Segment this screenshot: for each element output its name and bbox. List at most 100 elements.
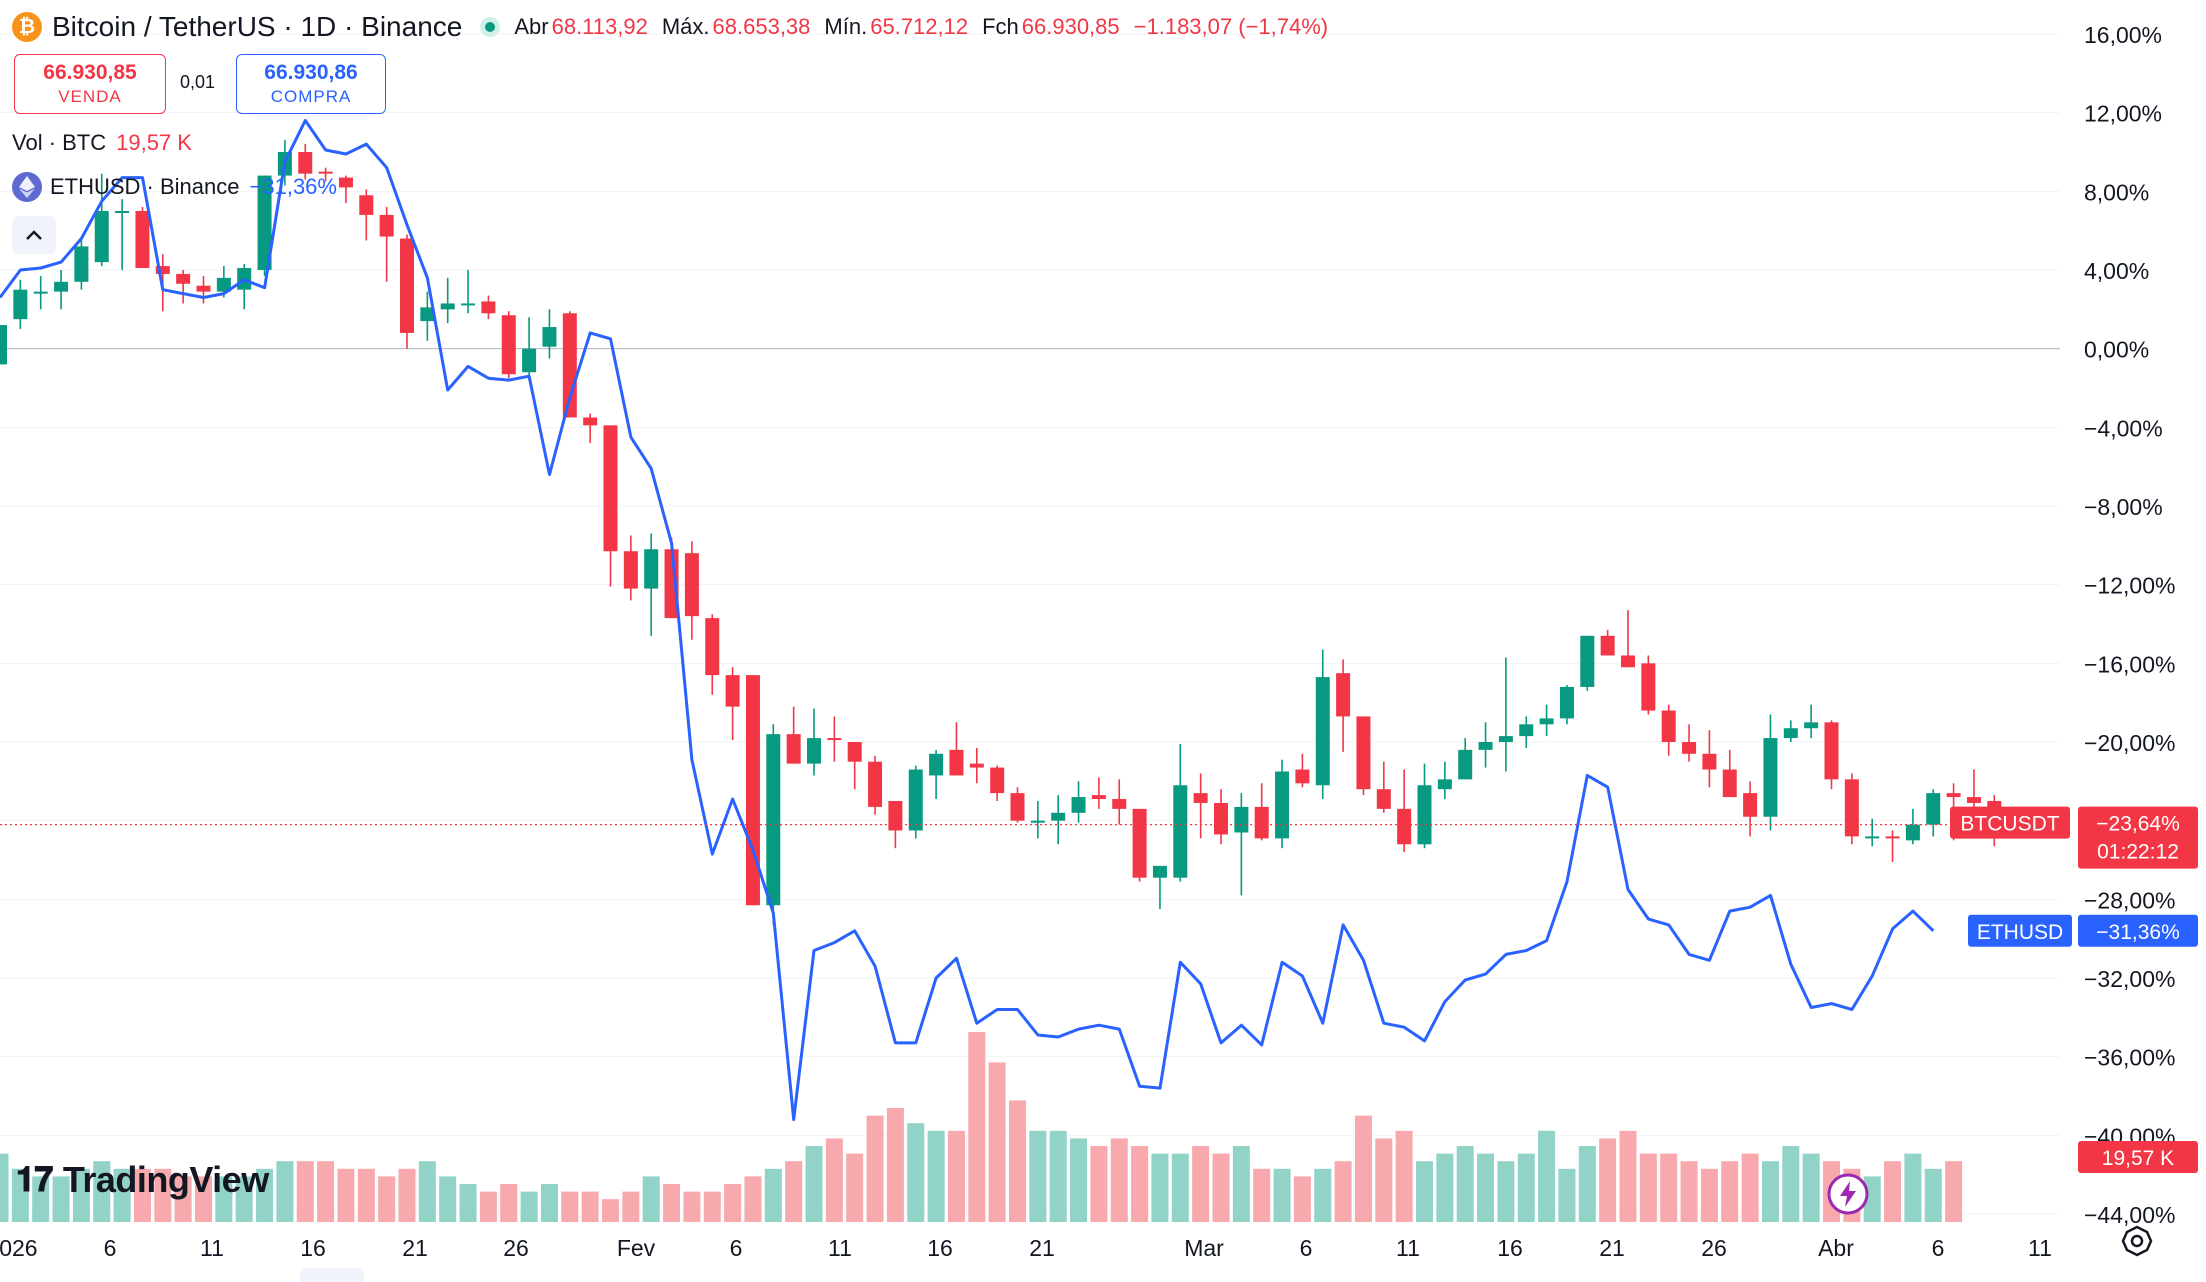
brand-name: TradingView [62,1159,269,1200]
candle [623,535,638,601]
open-label: Abr [514,14,549,39]
volume-legend[interactable]: Vol · BTC 19,57 K [12,130,192,156]
candle-body [1091,795,1106,800]
candle-body [1926,793,1941,825]
volume-bar [439,1176,457,1222]
volume-value-tag [2078,1141,2198,1173]
candle [949,722,964,776]
volume-bar [459,1184,477,1222]
eth-name-tag [1968,914,2072,947]
candle [827,716,842,762]
candle-body [1763,738,1778,817]
candle-body [868,761,883,807]
volume-bar [337,1168,355,1222]
volume-bar [927,1130,945,1222]
volume-bar [988,1062,1006,1222]
candle [1193,773,1208,839]
candle [1091,777,1106,809]
candle [908,765,923,839]
collapse-legend-button[interactable] [12,216,56,254]
open-value: 68.113,92 [551,14,648,39]
volume-bar [724,1184,742,1222]
candle-body [1193,793,1208,803]
candle [603,425,618,587]
volume-bar [235,1176,253,1222]
candle-body [54,281,69,292]
btc-name-tag [1950,806,2070,839]
compare-label: ETHUSD · Binance [50,174,240,199]
volume-bar [1680,1161,1698,1222]
x-tick-label: Fev [617,1235,656,1261]
symbol-title[interactable]: Bitcoin / TetherUS · 1D · Binance [52,11,463,42]
buy-button[interactable]: 66.930,86 COMPRA [236,54,386,114]
candle [1010,787,1025,823]
volume-bar [72,1168,90,1222]
volume-bar [1700,1168,1718,1222]
sell-button[interactable]: 66.930,85 VENDA [14,54,166,114]
volume-bar [52,1176,70,1222]
volume-bar [378,1176,396,1222]
candle [257,175,272,276]
candle-body [1804,722,1819,729]
candle [94,173,109,267]
y-tick-label: −28,00% [2084,887,2175,913]
eth-compare-line [0,119,1935,1122]
candle-body [257,175,272,270]
candle [501,311,516,379]
gear-icon[interactable] [2118,1222,2156,1260]
candle-body [1580,635,1595,687]
volume-bar [174,1176,192,1222]
eth-value-label: −31,36% [2096,921,2180,944]
volume-bar [1273,1168,1291,1222]
market-status-icon[interactable] [480,17,501,37]
bottom-tab-handle[interactable] [300,1268,364,1282]
tradingview-logo[interactable]: 𝟏𝟕 TradingView [16,1158,269,1202]
candle [420,291,435,341]
buy-label: COMPRA [270,87,352,106]
candle-body [1498,736,1513,742]
candle-body [990,767,1005,794]
candle-body [1234,806,1249,833]
x-tick-label: 6 [1300,1235,1313,1261]
candle-body [684,553,699,617]
candle [1275,759,1290,849]
candle [1152,865,1167,910]
candle [379,207,394,282]
candle [1254,783,1269,841]
candle-body [400,238,414,333]
volume-bar [1293,1176,1311,1222]
candle-body [1783,728,1798,739]
volume-bar [1416,1161,1433,1222]
candle-body [949,749,964,776]
candle [237,264,252,310]
candle-body [1295,769,1310,784]
compare-legend[interactable]: ETHUSD · Binance −31,36% [12,172,337,202]
candle [1641,655,1656,715]
volume-bar [764,1168,782,1222]
candle-body [318,171,333,174]
candle-body [1458,749,1473,780]
x-axis[interactable]: 2026 6 11 16 21 26 Fev 6 11 16 21 Mar 6 11 16 21 26 Abr 6 1… [0,1235,2052,1261]
volume-bar [1354,1115,1372,1222]
candle-body [176,273,191,284]
candle [990,765,1005,801]
candle-body [1112,799,1127,809]
candle-body [827,738,842,741]
volume-bar [520,1191,538,1222]
candle [847,742,862,790]
y-tick-label: −8,00% [2084,494,2163,520]
volume-bar [825,1138,843,1222]
candle-body [847,742,862,762]
candle-body [1885,836,1900,839]
lightning-icon[interactable] [1826,1172,1870,1216]
volume-bar [907,1123,925,1222]
candle-body [522,348,537,373]
candle-body [1865,836,1880,839]
candle [1783,720,1798,742]
candle-body [155,266,170,274]
volume-histogram [0,1032,1963,1222]
y-axis[interactable]: 16,00% 12,00% 8,00% 4,00% 0,00% −4,00% −8,00% −… [2084,22,2175,1228]
volume-bar [561,1191,579,1222]
candle-body [542,327,557,347]
